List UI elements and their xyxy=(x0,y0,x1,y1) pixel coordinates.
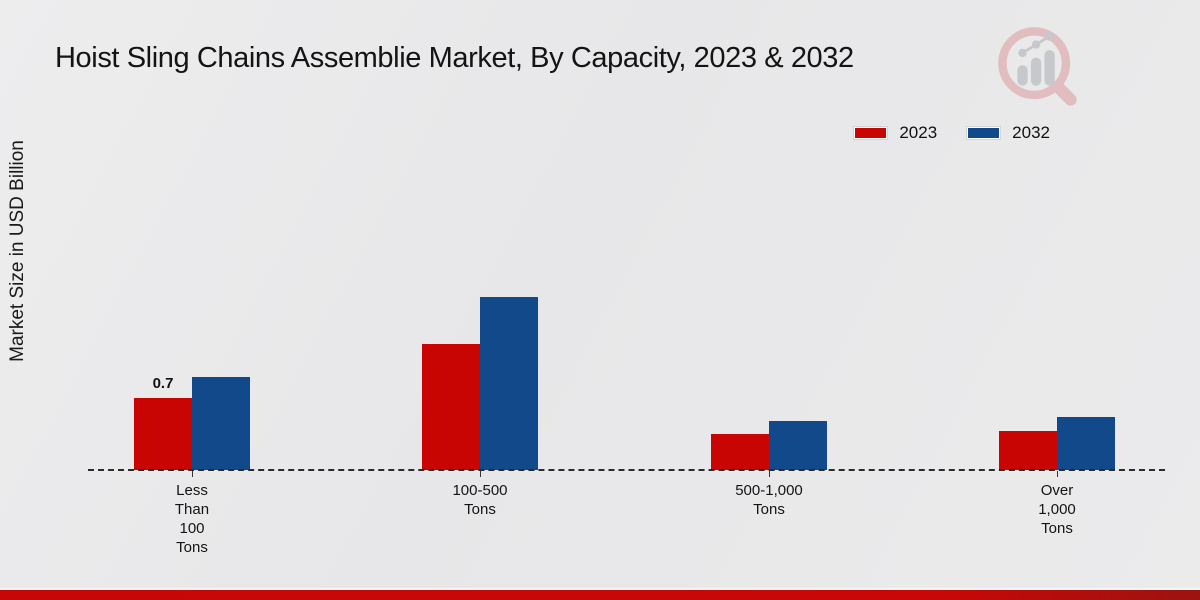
x-axis-tick-0 xyxy=(192,471,193,477)
legend: 2023 2032 xyxy=(854,123,1050,143)
x-axis-baseline xyxy=(88,469,1165,471)
legend-swatch-2032 xyxy=(967,127,1001,139)
x-axis-category-label-1: 100-500 Tons xyxy=(452,482,508,518)
bottom-accent-bar xyxy=(0,588,1200,600)
legend-label-2023: 2023 xyxy=(899,123,938,142)
legend-swatch-2023 xyxy=(854,127,888,139)
bar-2023-category-2 xyxy=(711,434,769,470)
legend-item-2023: 2023 xyxy=(854,123,937,143)
x-axis-category-label-3: Over 1,000 Tons xyxy=(1038,482,1076,537)
bar-2023-category-1 xyxy=(422,344,480,470)
bar-data-label-2023-category-0: 0.7 xyxy=(152,375,174,392)
bar-2023-category-3 xyxy=(999,431,1057,470)
bar-2032-category-0 xyxy=(192,377,250,470)
chart-title: Hoist Sling Chains Assemblie Market, By … xyxy=(55,42,854,74)
x-axis-category-label-0: Less Than 100 Tons xyxy=(174,482,210,556)
bar-2032-category-2 xyxy=(769,421,827,470)
brand-logo-magnifier-icon xyxy=(998,27,1077,106)
legend-label-2032: 2032 xyxy=(1012,123,1050,142)
legend-item-2032: 2032 xyxy=(967,123,1050,143)
x-axis-category-label-2: 500-1,000 Tons xyxy=(735,482,803,518)
x-axis-tick-1 xyxy=(480,471,481,477)
x-axis-tick-3 xyxy=(1057,471,1058,477)
bar-2023-category-0 xyxy=(134,398,192,470)
x-axis-tick-2 xyxy=(769,471,770,477)
bar-2032-category-1 xyxy=(480,297,538,470)
bar-2032-category-3 xyxy=(1057,417,1115,470)
